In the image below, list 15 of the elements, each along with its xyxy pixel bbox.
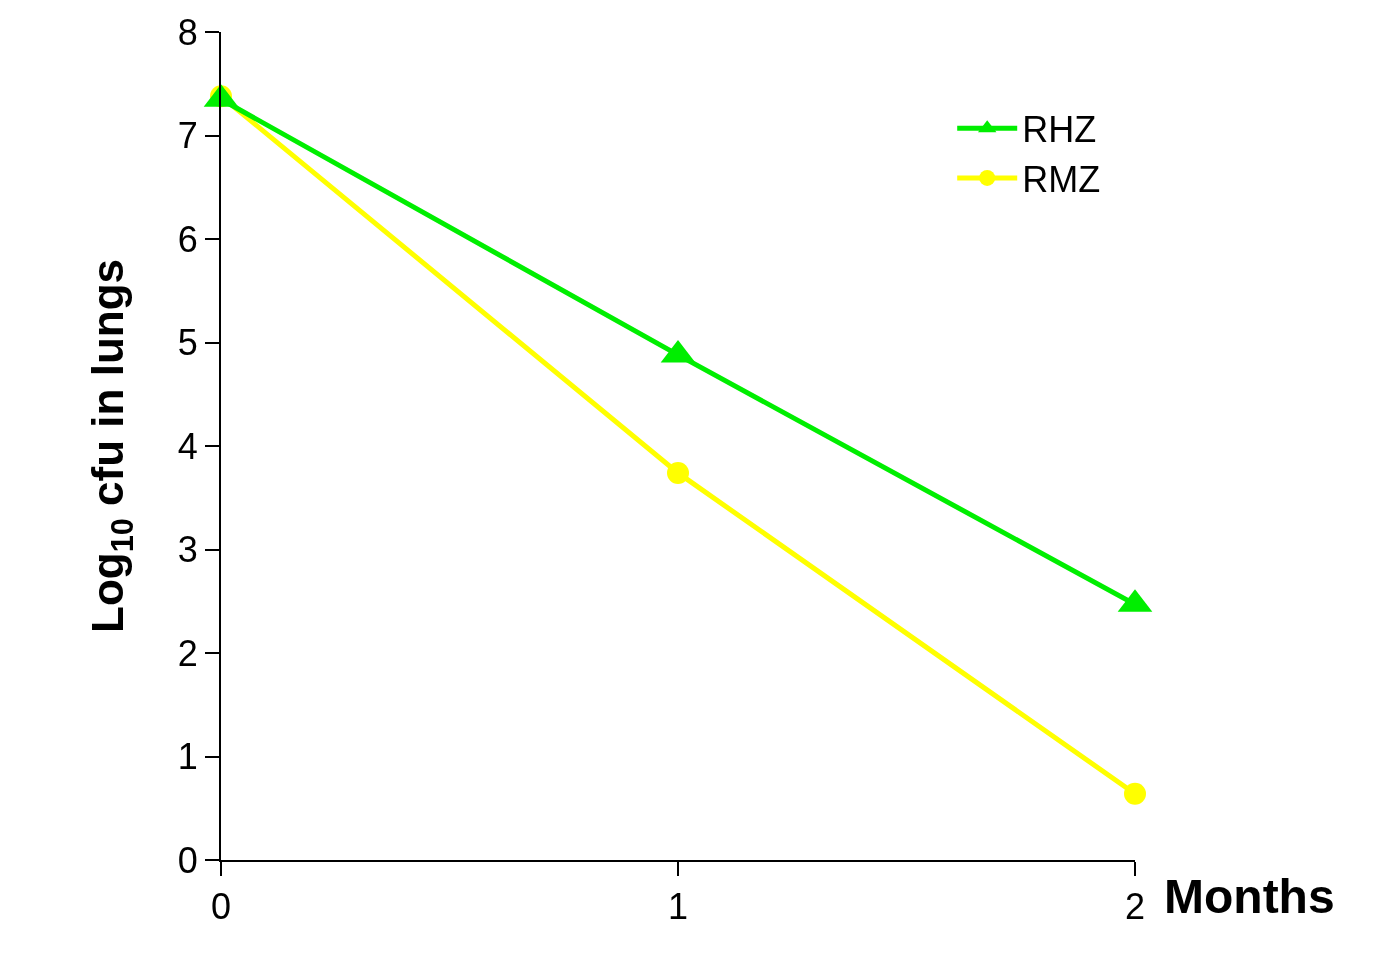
y-tick-label: 3 (177, 529, 198, 571)
y-tick-label: 5 (177, 322, 198, 364)
y-tick-label: 6 (177, 218, 198, 260)
legend-label: RMZ (1022, 158, 1101, 200)
y-tick-label: 2 (177, 632, 198, 674)
y-tick-label: 7 (177, 115, 198, 157)
y-tick-label: 8 (177, 11, 198, 53)
legend-label: RHZ (1022, 109, 1097, 151)
y-tick-label: 4 (177, 425, 198, 467)
x-tick-label: 1 (667, 886, 689, 928)
y-tick-label: 0 (177, 839, 198, 881)
x-tick-label: 2 (1124, 886, 1146, 928)
x-tick-label: 0 (210, 886, 232, 928)
y-tick-label: 1 (177, 736, 198, 778)
x-axis-title: Months (1164, 870, 1335, 923)
